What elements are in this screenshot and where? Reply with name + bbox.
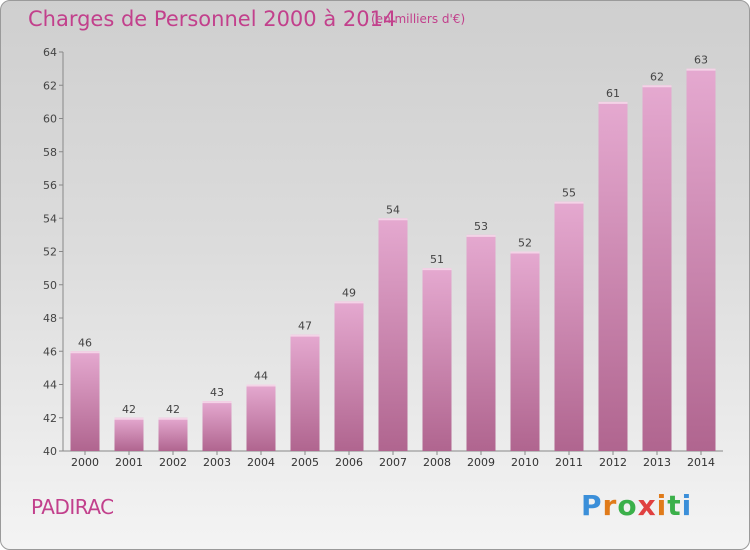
data-label: 52 xyxy=(518,237,532,250)
x-tick-label: 2001 xyxy=(115,456,143,469)
data-label: 49 xyxy=(342,286,356,299)
x-tick-label: 2012 xyxy=(599,456,627,469)
y-tick-label: 52 xyxy=(43,246,57,259)
bar-highlight xyxy=(422,268,452,271)
logo-letter: i xyxy=(681,489,693,522)
data-label: 55 xyxy=(562,187,576,200)
bar-highlight xyxy=(246,384,276,387)
x-tick-label: 2011 xyxy=(555,456,583,469)
bar xyxy=(70,351,100,451)
logo-letter: i xyxy=(656,489,668,522)
bar xyxy=(114,417,144,451)
data-label: 42 xyxy=(166,403,180,416)
bar xyxy=(642,85,672,451)
data-label: 54 xyxy=(386,203,400,216)
bar-highlight xyxy=(598,101,628,104)
commune-name: PADIRAC xyxy=(31,495,114,519)
bar-highlight xyxy=(202,401,232,404)
bar xyxy=(466,234,496,451)
bar-highlight xyxy=(114,417,144,420)
y-tick-label: 46 xyxy=(43,345,57,358)
logo-letter: P xyxy=(581,489,603,522)
proxiti-logo: Proxiti xyxy=(581,489,692,522)
y-tick-label: 44 xyxy=(43,379,57,392)
data-label: 42 xyxy=(122,403,136,416)
bar xyxy=(290,334,320,451)
x-tick-label: 2013 xyxy=(643,456,671,469)
x-tick-label: 2006 xyxy=(335,456,363,469)
x-tick-label: 2000 xyxy=(71,456,99,469)
y-tick-label: 60 xyxy=(43,113,57,126)
y-tick-label: 58 xyxy=(43,146,57,159)
bar xyxy=(422,268,452,451)
y-tick-label: 48 xyxy=(43,312,57,325)
x-tick-label: 2009 xyxy=(467,456,495,469)
x-tick-label: 2004 xyxy=(247,456,275,469)
chart-subtitle: (en milliers d'€) xyxy=(371,12,466,26)
data-label: 51 xyxy=(430,253,444,266)
data-label: 46 xyxy=(78,336,92,349)
bar-highlight xyxy=(510,251,540,254)
y-tick-label: 50 xyxy=(43,279,57,292)
data-label: 63 xyxy=(694,54,708,67)
bar-highlight xyxy=(378,218,408,221)
logo-letter: t xyxy=(667,489,682,522)
x-tick-label: 2007 xyxy=(379,456,407,469)
chart-title: Charges de Personnel 2000 à 2014 xyxy=(28,7,397,31)
bar xyxy=(378,218,408,451)
bar-highlight xyxy=(642,85,672,88)
bar-highlight xyxy=(686,68,716,71)
data-label: 53 xyxy=(474,220,488,233)
logo-letter: r xyxy=(602,489,618,522)
data-label: 62 xyxy=(650,70,664,83)
y-tick-label: 40 xyxy=(43,445,57,458)
logo-letter: o xyxy=(617,489,638,522)
y-tick-label: 64 xyxy=(43,46,57,59)
bar-highlight xyxy=(334,301,364,304)
bar xyxy=(334,301,364,451)
bar-highlight xyxy=(70,351,100,354)
y-tick-label: 62 xyxy=(43,79,57,92)
logo-letter: x xyxy=(637,489,657,522)
bar xyxy=(510,251,540,451)
bar xyxy=(554,201,584,451)
data-label: 61 xyxy=(606,87,620,100)
bar-highlight xyxy=(158,417,188,420)
bar xyxy=(598,101,628,451)
x-tick-label: 2008 xyxy=(423,456,451,469)
bar xyxy=(686,68,716,451)
data-label: 47 xyxy=(298,320,312,333)
bar-highlight xyxy=(290,334,320,337)
data-label: 43 xyxy=(210,386,224,399)
x-tick-label: 2005 xyxy=(291,456,319,469)
y-tick-label: 54 xyxy=(43,212,57,225)
bar xyxy=(246,384,276,451)
data-label: 44 xyxy=(254,370,268,383)
bar xyxy=(158,417,188,451)
x-tick-label: 2003 xyxy=(203,456,231,469)
x-tick-label: 2010 xyxy=(511,456,539,469)
y-tick-label: 56 xyxy=(43,179,57,192)
x-tick-label: 2014 xyxy=(687,456,715,469)
bar-highlight xyxy=(554,201,584,204)
x-tick-label: 2002 xyxy=(159,456,187,469)
bar-highlight xyxy=(466,234,496,237)
y-tick-label: 42 xyxy=(43,412,57,425)
bar xyxy=(202,401,232,451)
